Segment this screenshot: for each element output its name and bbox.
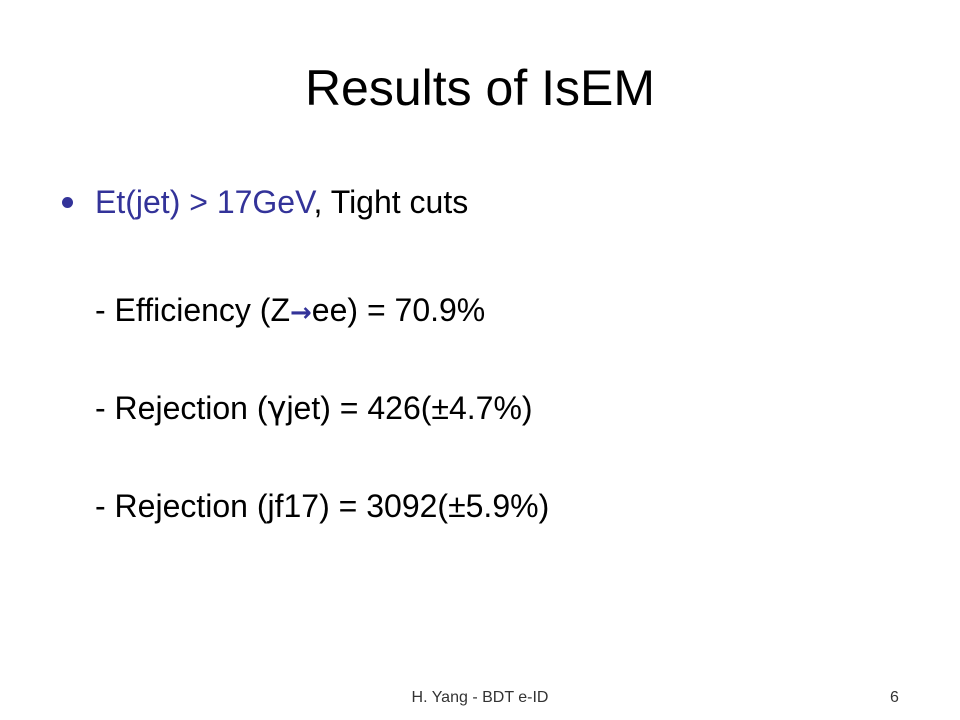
footer-text: H. Yang - BDT e-ID [411, 689, 549, 706]
result-line: - Rejection (jf17) = 3092(±5.9%) [95, 486, 549, 526]
result-line: - Rejection (γjet) = 426(±4.7%) [95, 388, 533, 428]
line-text: ee) = 70.9% [311, 292, 486, 328]
line-text: - Efficiency (Z [95, 292, 290, 328]
slide-title: Results of IsEM [304, 60, 656, 116]
bullet: Et(jet) > 17GeV, Tight cuts [95, 182, 468, 222]
bullet-dot [62, 197, 73, 208]
gamma-symbol: γ [267, 389, 287, 427]
bullet-text: , Tight cuts [313, 184, 469, 220]
bullet-highlight: Et(jet) > 17GeV [95, 184, 314, 220]
line-text: jet) = 426(±4.7%) [286, 390, 533, 426]
arrow-symbol: → [290, 298, 312, 328]
line-text: - Rejection (jf17) = 3092(±5.9%) [95, 488, 550, 524]
result-line: - Efficiency (Z→ee) = 70.9% [95, 290, 485, 333]
line-text: - Rejection ( [95, 390, 268, 426]
page-number: 6 [890, 689, 899, 706]
